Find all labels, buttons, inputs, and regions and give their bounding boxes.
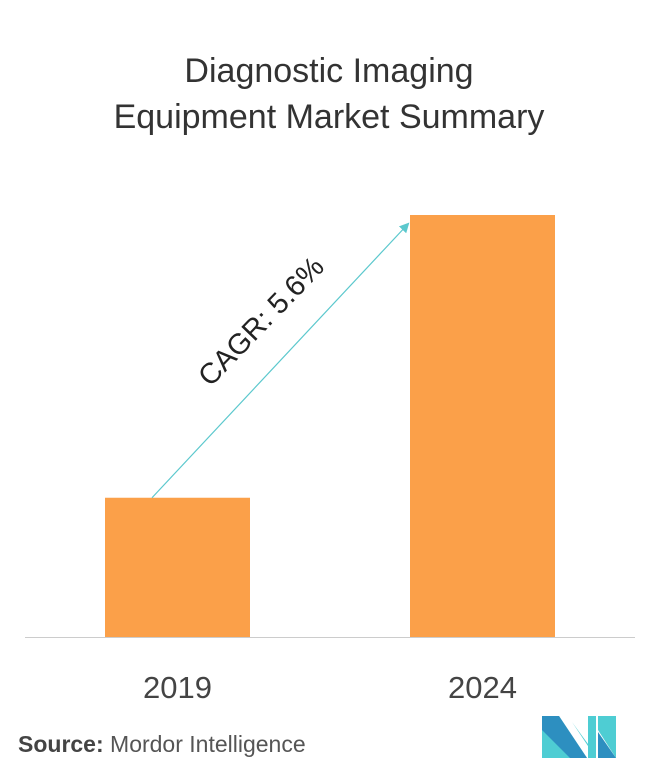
- title-line-1: Diagnostic Imaging: [184, 52, 474, 90]
- bar-2024: [410, 215, 555, 637]
- bar-chart: 2019 2024 CAGR: 5.6%: [25, 215, 635, 705]
- x-tick-label: 2019: [143, 670, 212, 705]
- source-label: Source:: [18, 731, 104, 757]
- x-tick-label: 2024: [448, 670, 517, 705]
- source-text: Mordor Intelligence: [110, 731, 306, 757]
- title-line-2: Equipment Market Summary: [113, 98, 545, 136]
- cagr-label: CAGR: 5.6%: [192, 251, 330, 393]
- chart-title: Diagnostic Imaging Equipment Market Summ…: [0, 48, 658, 140]
- source-note: Source: Mordor Intelligence: [18, 731, 306, 758]
- mordor-logo: [542, 716, 616, 758]
- bar-2019: [105, 497, 250, 637]
- cagr-arrow: [151, 222, 410, 499]
